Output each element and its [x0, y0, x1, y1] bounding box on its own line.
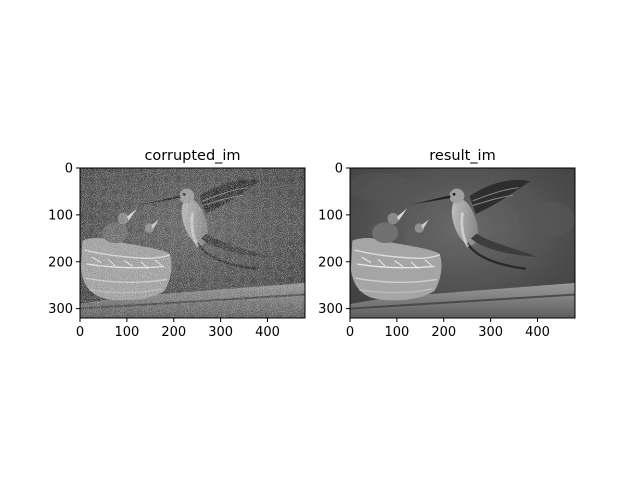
- y-tick-label: 300: [48, 302, 73, 317]
- x-axis: 0 100 200 300 400: [76, 318, 280, 340]
- y-tick-label: 0: [65, 162, 73, 177]
- x-tick-label: 200: [431, 325, 456, 340]
- subplot-title: result_im: [429, 148, 495, 164]
- y-tick-label: 200: [318, 255, 343, 270]
- subplot-title: corrupted_im: [144, 148, 240, 164]
- x-tick-label: 400: [525, 325, 550, 340]
- axes-frame: [349, 167, 576, 319]
- x-tick-label: 0: [346, 325, 354, 340]
- x-tick-label: 300: [478, 325, 503, 340]
- x-tick-label: 100: [384, 325, 409, 340]
- corrupted-image: [80, 168, 305, 318]
- result-image: [350, 168, 575, 318]
- x-tick-label: 400: [255, 325, 280, 340]
- x-tick-label: 0: [76, 325, 84, 340]
- y-tick-label: 0: [335, 162, 343, 177]
- subplot-result: result_im 0 100 200 300 400 0 100 200 300: [318, 148, 576, 340]
- y-tick-label: 100: [48, 208, 73, 223]
- subplot-corrupted: corrupted_im 0 100 200 300 400 0 100 200 300: [48, 148, 306, 340]
- x-axis: 0 100 200 300 400: [346, 318, 550, 340]
- y-axis: 0 100 200 300: [48, 162, 80, 317]
- y-tick-label: 100: [318, 208, 343, 223]
- x-tick-label: 100: [114, 325, 139, 340]
- y-tick-label: 200: [48, 255, 73, 270]
- y-tick-label: 300: [318, 302, 343, 317]
- axes-frame: [79, 167, 306, 319]
- x-tick-label: 200: [161, 325, 186, 340]
- x-tick-label: 300: [208, 325, 233, 340]
- y-axis: 0 100 200 300: [318, 162, 350, 317]
